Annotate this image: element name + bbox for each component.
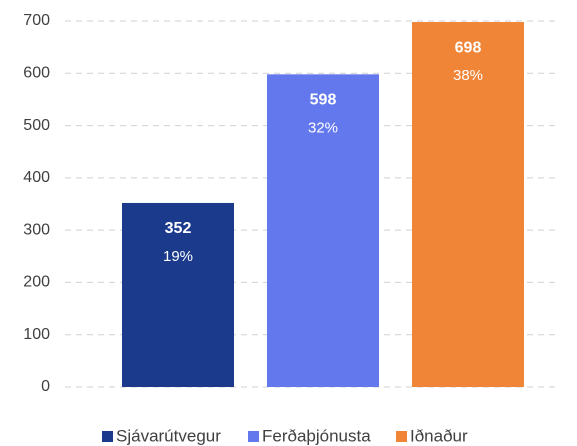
share-label: 38% — [453, 67, 483, 84]
y-tick-label: 500 — [23, 117, 50, 134]
legend-label: Iðnaður — [410, 426, 468, 445]
legend-label: Ferðaþjónusta — [262, 426, 371, 445]
y-tick-label: 700 — [23, 12, 50, 29]
bar — [412, 22, 524, 387]
y-tick-label: 0 — [41, 378, 50, 395]
value-label: 352 — [165, 220, 192, 237]
value-label: 698 — [455, 39, 482, 56]
legend-swatch — [396, 431, 407, 442]
legend-swatch — [102, 431, 113, 442]
legend-swatch — [248, 431, 259, 442]
bar — [122, 202, 234, 387]
legend-label: Sjávarútvegur — [116, 426, 221, 445]
y-tick-label: 200 — [23, 274, 50, 291]
value-label: 598 — [310, 92, 337, 109]
y-tick-label: 100 — [23, 326, 50, 343]
share-label: 32% — [308, 119, 338, 136]
y-tick-label: 600 — [23, 65, 50, 82]
bar — [267, 74, 379, 388]
y-tick-label: 300 — [23, 221, 50, 238]
share-label: 19% — [163, 248, 193, 265]
y-tick-label: 400 — [23, 169, 50, 186]
